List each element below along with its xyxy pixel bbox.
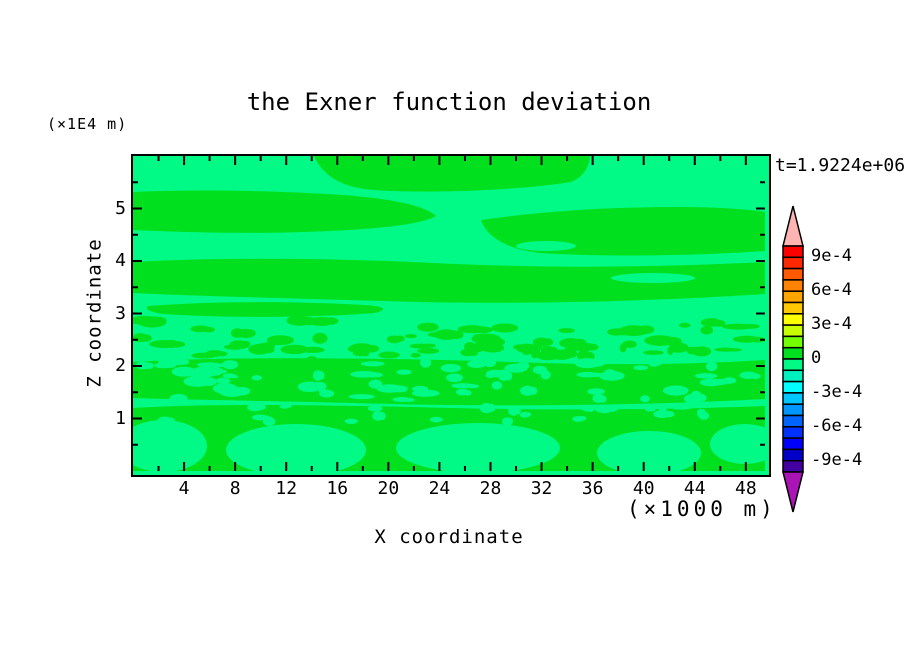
colorbar-tick-label: 9e-4 (811, 246, 852, 267)
y-tick-label: 3 (115, 302, 126, 324)
x-axis-unit-label: (×1000 m) (627, 497, 777, 521)
x-tick-label: 40 (632, 478, 655, 499)
x-tick-label: 28 (479, 478, 502, 499)
plot-title: the Exner function deviation (246, 88, 652, 116)
colorbar-segment (782, 403, 804, 417)
colorbar-segment (782, 459, 804, 473)
colorbar-segment (782, 245, 804, 259)
colorbar-segment (782, 448, 804, 462)
colorbar-segment (782, 426, 804, 439)
x-tick-label: 8 (229, 478, 241, 499)
x-tick-label: 16 (326, 478, 349, 499)
x-tick-label: 44 (683, 478, 706, 499)
colorbar-tick-label: -6e-4 (811, 415, 863, 436)
colorbar-under-arrow (782, 471, 804, 513)
colorbar-segment (782, 392, 804, 405)
colorbar-segment (782, 369, 804, 383)
y-tick-label: 5 (115, 197, 126, 219)
contour-field-svg (133, 156, 765, 471)
colorbar-tick-label: 0 (811, 348, 822, 368)
x-tick-label: 48 (735, 478, 757, 499)
colorbar-tick-label: -9e-4 (811, 449, 863, 470)
x-tick-label: 4 (178, 478, 190, 499)
colorbar-segment (782, 301, 804, 315)
x-tick-label: 12 (275, 478, 298, 499)
colorbar-segment (782, 290, 804, 304)
colorbar-segment (782, 324, 804, 338)
x-tick-label: 36 (581, 478, 604, 499)
x-tick-label: 20 (377, 478, 400, 499)
contour-regions (133, 156, 765, 471)
colorbar-over-arrow (782, 205, 804, 247)
colorbar-segment (782, 437, 804, 451)
time-stamp-label: t=1.9224e+06 (775, 155, 904, 176)
colorbar (782, 205, 804, 513)
colorbar-segment (782, 335, 804, 349)
colorbar-segment (782, 346, 804, 360)
colorbar-segment (782, 267, 804, 281)
colorbar-segment (782, 313, 804, 326)
x-axis-title: X coordinate (374, 526, 524, 548)
colorbar-tick-label: 3e-4 (811, 314, 852, 335)
y-tick-label: 1 (115, 407, 126, 429)
colorbar-segment (782, 256, 804, 270)
colorbar-segment (782, 358, 804, 372)
axis-ticks (133, 156, 765, 471)
colorbar-segment (782, 414, 804, 428)
y-tick-label: 4 (115, 250, 126, 271)
colorbar-segment (782, 380, 804, 394)
y-tick-label: 2 (115, 355, 126, 376)
colorbar-segment (782, 279, 804, 292)
x-tick-label: 24 (428, 478, 451, 499)
y-axis-unit-label: (×1E4 m) (47, 115, 128, 133)
contour-plot-area (131, 154, 771, 477)
colorbar-tick-label: -3e-4 (811, 381, 863, 402)
y-axis-title: Z coordinate (83, 238, 106, 388)
x-tick-label: 32 (530, 478, 553, 499)
colorbar-tick-label: 6e-4 (811, 280, 852, 301)
